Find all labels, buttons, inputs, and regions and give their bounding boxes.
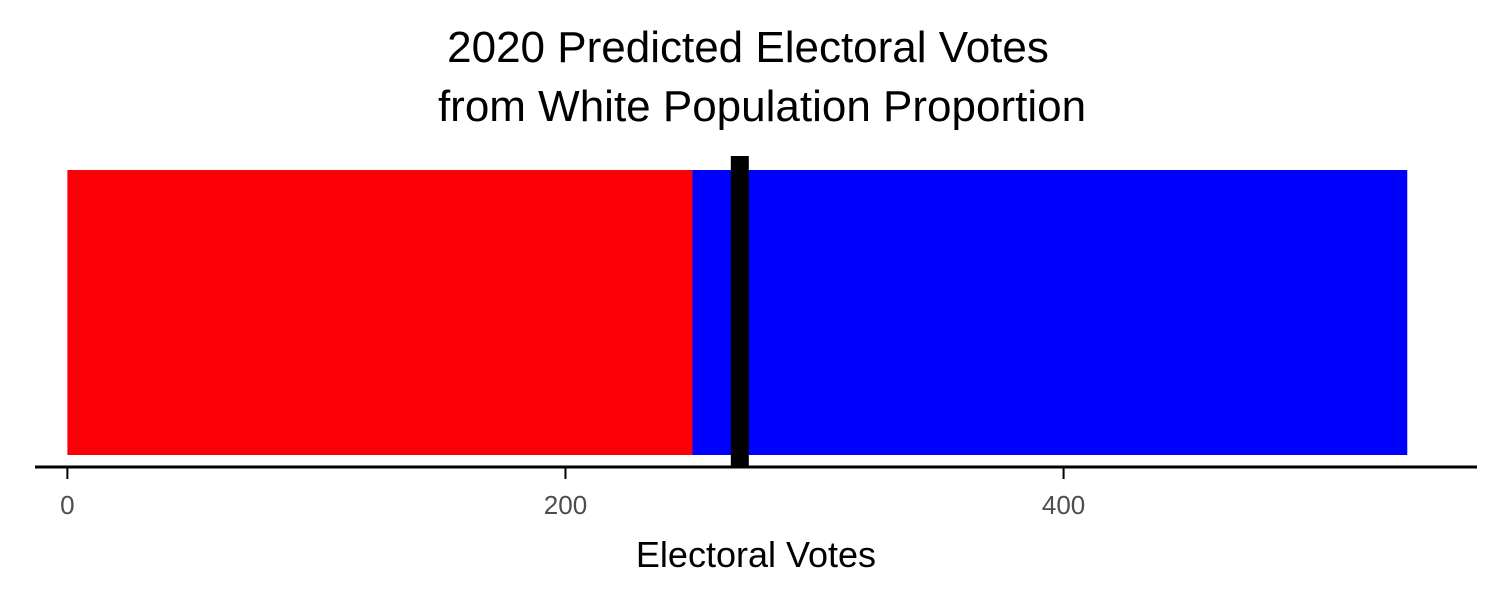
- x-tick-label: 0: [60, 490, 74, 520]
- bar-segment-2: [692, 170, 1408, 455]
- x-tick-label: 400: [1042, 490, 1085, 520]
- x-axis-title: Electoral Votes: [636, 534, 876, 575]
- bar-segment-1: [67, 170, 693, 455]
- chart-title-line-2: from White Population Proportion: [438, 82, 1086, 131]
- plot-area: [67, 156, 1408, 468]
- x-tick-label: 200: [544, 490, 587, 520]
- x-axis-ticks: 0 200 400: [60, 467, 1085, 520]
- chart-title-line-1: 2020 Predicted Electoral Votes: [447, 23, 1049, 72]
- reference-line: [730, 156, 749, 468]
